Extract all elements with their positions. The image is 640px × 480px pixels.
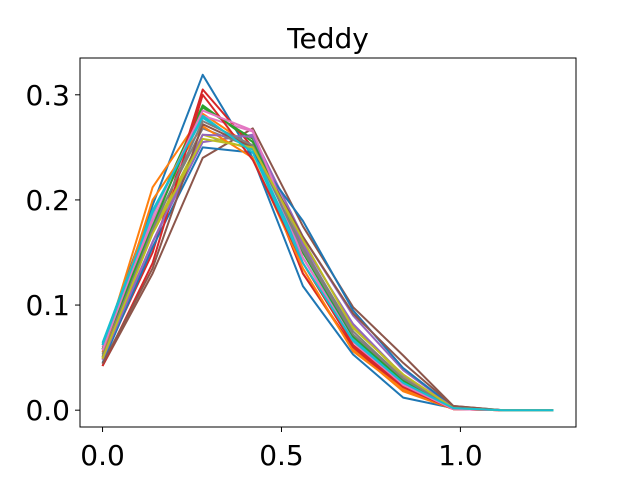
y-axis: 0.0 0.1 0.2 0.3 <box>25 79 80 427</box>
series-line-14 <box>101 93 554 412</box>
series-line-6 <box>101 127 554 412</box>
series-line-16 <box>101 123 554 412</box>
y-tick-label: 0.2 <box>25 184 70 217</box>
series-layer <box>101 73 554 412</box>
axes-frame <box>79 57 577 428</box>
y-tick-label: 0.1 <box>25 289 70 322</box>
y-tick-label: 0.0 <box>25 394 70 427</box>
series-line-17 <box>101 109 554 412</box>
series-line-4 <box>101 88 554 412</box>
chart-title: Teddy <box>286 22 369 55</box>
series-line-8 <box>101 127 554 412</box>
series-line-20 <box>101 114 554 412</box>
x-axis: 0.0 0.5 1.0 <box>80 427 483 472</box>
x-tick-label: 1.0 <box>438 439 483 472</box>
series-line-3 <box>101 104 554 412</box>
series-line-1 <box>101 73 554 412</box>
x-tick-label: 0.5 <box>259 439 304 472</box>
x-tick-label: 0.0 <box>80 439 125 472</box>
series-line-13 <box>101 106 554 412</box>
y-tick-label: 0.3 <box>25 79 70 112</box>
